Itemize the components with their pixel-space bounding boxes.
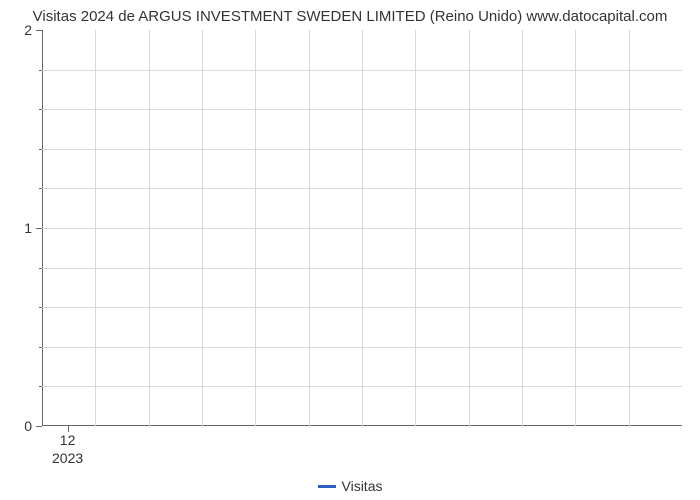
plot-area: 012122023 [42,30,682,426]
grid-line-h [42,307,682,308]
y-tick-label: 0 [24,418,32,434]
y-tick-minor [39,149,42,150]
grid-line-h [42,228,682,229]
chart-title: Visitas 2024 de ARGUS INVESTMENT SWEDEN … [0,8,700,25]
x-tick-label-secondary: 2023 [52,450,83,466]
y-tick-label: 1 [24,220,32,236]
grid-line-h [42,149,682,150]
y-tick-minor [39,347,42,348]
grid-line-h [42,386,682,387]
grid-line-h [42,188,682,189]
y-tick-minor [39,307,42,308]
grid-line-h [42,70,682,71]
legend: Visitas [0,478,700,494]
grid-line-h [42,268,682,269]
y-tick-minor [39,109,42,110]
legend-label: Visitas [342,478,383,494]
y-tick-major [36,228,42,229]
grid-line-h [42,109,682,110]
legend-swatch [318,485,336,488]
y-tick-major [36,426,42,427]
y-tick-minor [39,70,42,71]
y-tick-major [36,30,42,31]
y-tick-minor [39,188,42,189]
y-tick-minor [39,386,42,387]
grid-line-h [42,347,682,348]
x-tick-label-primary: 12 [60,432,76,448]
y-tick-minor [39,268,42,269]
y-tick-label: 2 [24,22,32,38]
